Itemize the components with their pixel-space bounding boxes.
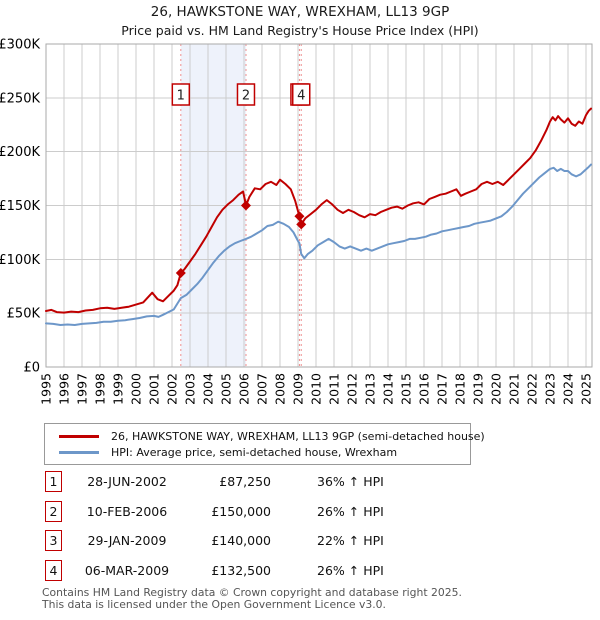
- sale-diamond-3: [294, 211, 305, 222]
- svg-text:2009: 2009: [291, 373, 306, 405]
- sale-row: 1 28-JUN-2002 £87,250 36% ↑ HPI: [45, 471, 384, 492]
- svg-text:2008: 2008: [273, 373, 288, 405]
- footer-licence: This data is licensed under the Open Gov…: [42, 597, 386, 611]
- legend-row-property: 26, HAWKSTONE WAY, WREXHAM, LL13 9GP (se…: [45, 428, 485, 444]
- sale-row: 2 10-FEB-2006 £150,000 26% ↑ HPI: [45, 500, 384, 522]
- svg-text:2022: 2022: [525, 373, 540, 405]
- sale-price: £150,000: [211, 503, 271, 519]
- sale-vs-hpi: 22% ↑ HPI: [317, 533, 384, 548]
- chart-legend: 26, HAWKSTONE WAY, WREXHAM, LL13 9GP (se…: [44, 423, 485, 465]
- legend-label-hpi: HPI: Average price, semi-detached house,…: [111, 445, 398, 459]
- sale-date: 10-FEB-2006: [86, 503, 168, 519]
- svg-text:2004: 2004: [201, 373, 216, 405]
- svg-text:2021: 2021: [507, 373, 522, 405]
- sale-diamond-4: [296, 219, 307, 230]
- sale-date: 29-JAN-2009: [87, 533, 167, 548]
- footer-copyright: Contains HM Land Registry data © Crown c…: [42, 586, 462, 599]
- svg-text:1998: 1998: [93, 373, 108, 405]
- sale-diamond-2: [240, 200, 251, 211]
- chart-header: 26, HAWKSTONE WAY, WREXHAM, LL13 9GP Pri…: [0, 3, 600, 40]
- svg-text:2013: 2013: [363, 373, 378, 405]
- sale-vs-hpi: 26% ↑ HPI: [317, 503, 384, 519]
- page-subtitle: Price paid vs. HM Land Registry's House …: [121, 23, 479, 38]
- svg-text:2015: 2015: [399, 373, 414, 405]
- blue-line-swatch: [59, 450, 99, 454]
- svg-text:2016: 2016: [417, 373, 432, 405]
- y-axis-labels: £0 £50K £100K £150K £200K £250K £300K: [0, 38, 40, 376]
- svg-text:2005: 2005: [219, 373, 234, 405]
- svg-text:2019: 2019: [471, 373, 486, 405]
- price-chart-svg: 1234£0£50K£100K£150K£200K£250K£300K19951…: [0, 38, 594, 405]
- price-paid-line: [45, 107, 592, 314]
- svg-text:1995: 1995: [39, 373, 54, 405]
- sale-number-labels: 1234: [171, 83, 311, 106]
- svg-text:2012: 2012: [345, 373, 360, 405]
- sale-number-box: 2: [45, 500, 62, 522]
- svg-text:1996: 1996: [57, 373, 72, 405]
- sale-vs-hpi: 26% ↑ HPI: [317, 562, 384, 578]
- sale-price: £132,500: [211, 562, 271, 578]
- svg-text:2010: 2010: [309, 373, 324, 405]
- sale-row: 4 06-MAR-2009 £132,500 26% ↑ HPI: [45, 559, 384, 581]
- svg-text:1997: 1997: [75, 373, 90, 405]
- svg-text:£150K: £150K: [0, 199, 40, 214]
- sale-number-box: 4: [45, 559, 62, 581]
- sale-label-box-1: [171, 83, 191, 106]
- sales-table: 1 28-JUN-2002 £87,250 36% ↑ HPI 2 10-FEB-2006…: [45, 471, 384, 589]
- svg-text:2011: 2011: [327, 373, 342, 405]
- sale-date: 28-JUN-2002: [87, 474, 167, 489]
- x-axis-labels: 1995 1996 1997 1998 1999 2000 2001 2002 2003 2004…: [39, 373, 594, 405]
- sale-row: 3 29-JAN-2009 £140,000 22% ↑ HPI: [45, 530, 384, 551]
- svg-text:1999: 1999: [111, 373, 126, 405]
- legend-label-property: 26, HAWKSTONE WAY, WREXHAM, LL13 9GP (se…: [111, 429, 485, 443]
- sale-vs-hpi: 36% ↑ HPI: [317, 474, 384, 489]
- svg-text:2017: 2017: [435, 373, 450, 405]
- svg-text:2001: 2001: [147, 373, 162, 405]
- sale-price: £140,000: [211, 533, 271, 548]
- svg-text:2000: 2000: [129, 373, 144, 405]
- svg-text:4: 4: [297, 89, 305, 104]
- svg-text:2020: 2020: [489, 373, 504, 405]
- legend-row-hpi: HPI: Average price, semi-detached house,…: [45, 444, 470, 460]
- svg-text:2007: 2007: [255, 373, 270, 405]
- svg-text:2023: 2023: [543, 373, 558, 405]
- svg-text:£250K: £250K: [0, 91, 40, 106]
- page-title: 26, HAWKSTONE WAY, WREXHAM, LL13 9GP: [150, 4, 450, 20]
- svg-text:2018: 2018: [453, 373, 468, 405]
- red-line-swatch: [59, 434, 99, 438]
- sale-number-box: 1: [45, 471, 62, 492]
- svg-text:2003: 2003: [183, 373, 198, 405]
- sale-price: £87,250: [219, 474, 271, 489]
- hpi-line: [45, 163, 592, 326]
- sale-date: 06-MAR-2009: [84, 562, 170, 578]
- footer: Contains HM Land Registry data © Crown c…: [42, 587, 462, 610]
- svg-text:2: 2: [242, 89, 250, 104]
- svg-text:2014: 2014: [381, 373, 396, 405]
- svg-text:£100K: £100K: [0, 253, 40, 268]
- sale-number-box: 3: [45, 530, 62, 551]
- svg-text:£200K: £200K: [0, 145, 40, 160]
- sale-label-box-4: [291, 83, 311, 106]
- sale-markers: [175, 200, 307, 279]
- svg-text:2002: 2002: [165, 373, 180, 405]
- svg-text:2006: 2006: [237, 373, 252, 405]
- svg-text:2025: 2025: [579, 373, 594, 405]
- sale-diamond-1: [175, 268, 186, 279]
- plot-border: [45, 43, 593, 368]
- svg-text:2024: 2024: [561, 373, 576, 405]
- svg-text:£300K: £300K: [0, 38, 40, 53]
- svg-text:£0: £0: [23, 361, 40, 376]
- svg-text:1: 1: [177, 89, 185, 104]
- svg-text:£50K: £50K: [7, 307, 41, 322]
- sale-label-box-2: [236, 83, 256, 106]
